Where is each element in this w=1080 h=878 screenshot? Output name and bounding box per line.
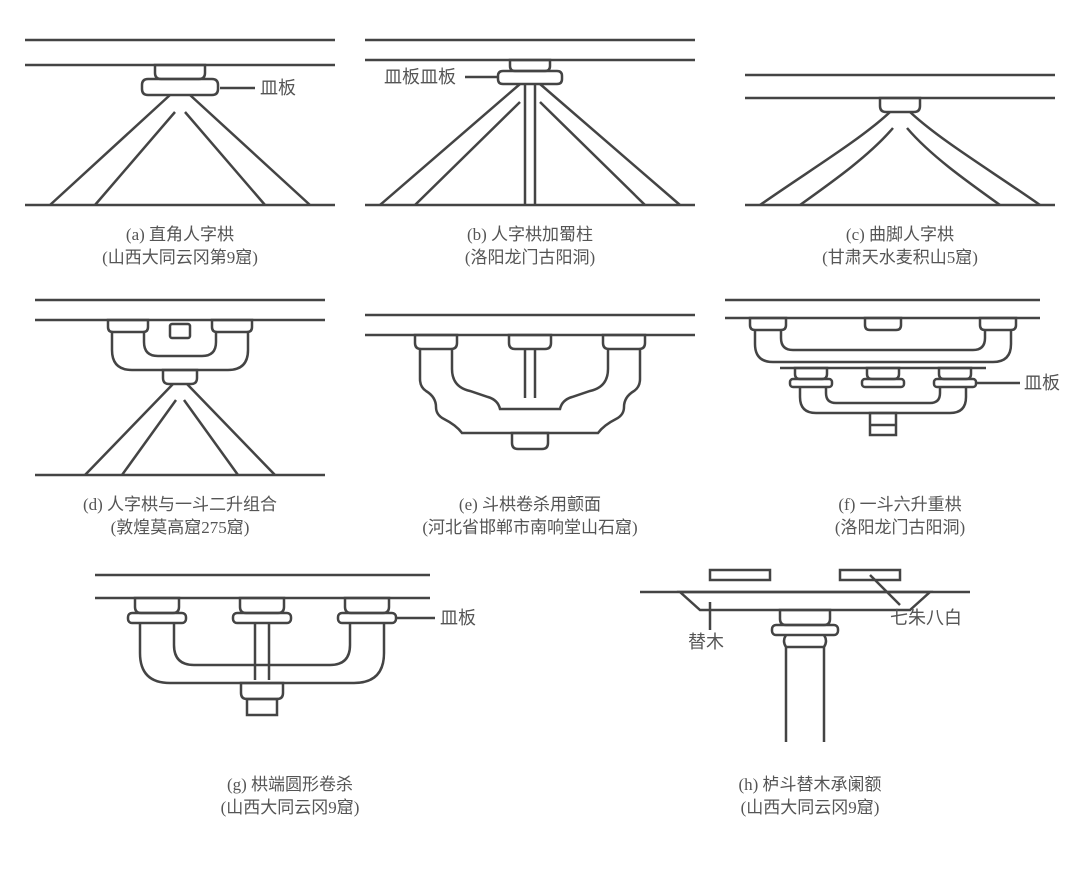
- figure-f: 皿板 (f) 一斗六升重栱 (洛阳龙门古阳洞): [720, 280, 1080, 540]
- figure-c-source: (甘肃天水麦积山5窟): [822, 248, 978, 267]
- figure-h: 替木 七朱八白 (h) 栌斗替木承阑额 (山西大同云冈9窟): [610, 550, 1010, 820]
- label-miinban: 皿板: [260, 78, 296, 98]
- figure-e: (e) 斗栱卷杀用颤面 (河北省邯郸市南响堂山石窟): [360, 280, 700, 540]
- figure-e-source: (河北省邯郸市南响堂山石窟): [422, 518, 637, 537]
- label-qizhubabai: 七朱八白: [890, 608, 962, 628]
- figure-d-title: (d) 人字栱与一斗二升组合: [83, 495, 277, 514]
- figure-a: 皿板 (a) 直角人字栱 (山西大同云冈第9窟): [20, 20, 340, 270]
- figure-f-svg: 皿板: [720, 280, 1080, 490]
- figure-d: (d) 人字栱与一斗二升组合 (敦煌莫高窟275窟): [20, 280, 340, 540]
- figure-g-svg: 皿板: [90, 550, 490, 770]
- figure-g-title: (g) 栱端圆形卷杀: [227, 775, 353, 794]
- figure-h-source: (山西大同云冈9窟): [741, 798, 880, 817]
- figure-a-svg: 皿板: [20, 20, 340, 220]
- figure-h-title: (h) 栌斗替木承阑额: [738, 775, 881, 794]
- figure-e-title: (e) 斗栱卷杀用颤面: [459, 495, 601, 514]
- figure-f-title: (f) 一斗六升重栱: [838, 495, 961, 514]
- figure-a-title: (a) 直角人字栱: [126, 225, 234, 244]
- label-miinban: 皿板: [1024, 373, 1060, 393]
- figure-c: (c) 曲脚人字栱 (甘肃天水麦积山5窟): [720, 20, 1080, 270]
- label-miinban: 皿板: [384, 67, 420, 87]
- svg-text:皿板: 皿板: [420, 67, 456, 87]
- figure-b-source: (洛阳龙门古阳洞): [465, 248, 595, 267]
- figure-c-title: (c) 曲脚人字栱: [846, 225, 954, 244]
- figure-g-source: (山西大同云冈9窟): [221, 798, 360, 817]
- label-timu: 替木: [688, 632, 724, 652]
- figure-b-svg: 皿板 皿板: [360, 20, 700, 220]
- label-miinban: 皿板: [440, 608, 476, 628]
- figure-a-source: (山西大同云冈第9窟): [102, 248, 258, 267]
- figure-d-source: (敦煌莫高窟275窟): [111, 518, 250, 537]
- figure-f-source: (洛阳龙门古阳洞): [835, 518, 965, 537]
- figure-b: 皿板 皿板 (b) 人字栱加蜀柱 (洛阳龙门古阳洞): [360, 20, 700, 270]
- figure-d-svg: [30, 280, 330, 490]
- figure-b-title: (b) 人字栱加蜀柱: [467, 225, 593, 244]
- figure-h-svg: 替木 七朱八白: [610, 550, 1010, 770]
- diagram-grid: 皿板 (a) 直角人字栱 (山西大同云冈第9窟): [20, 20, 1060, 820]
- figure-g: 皿板 (g) 栱端圆形卷杀 (山西大同云冈9窟): [90, 550, 490, 820]
- figure-c-svg: [740, 20, 1060, 220]
- figure-e-svg: [360, 280, 700, 490]
